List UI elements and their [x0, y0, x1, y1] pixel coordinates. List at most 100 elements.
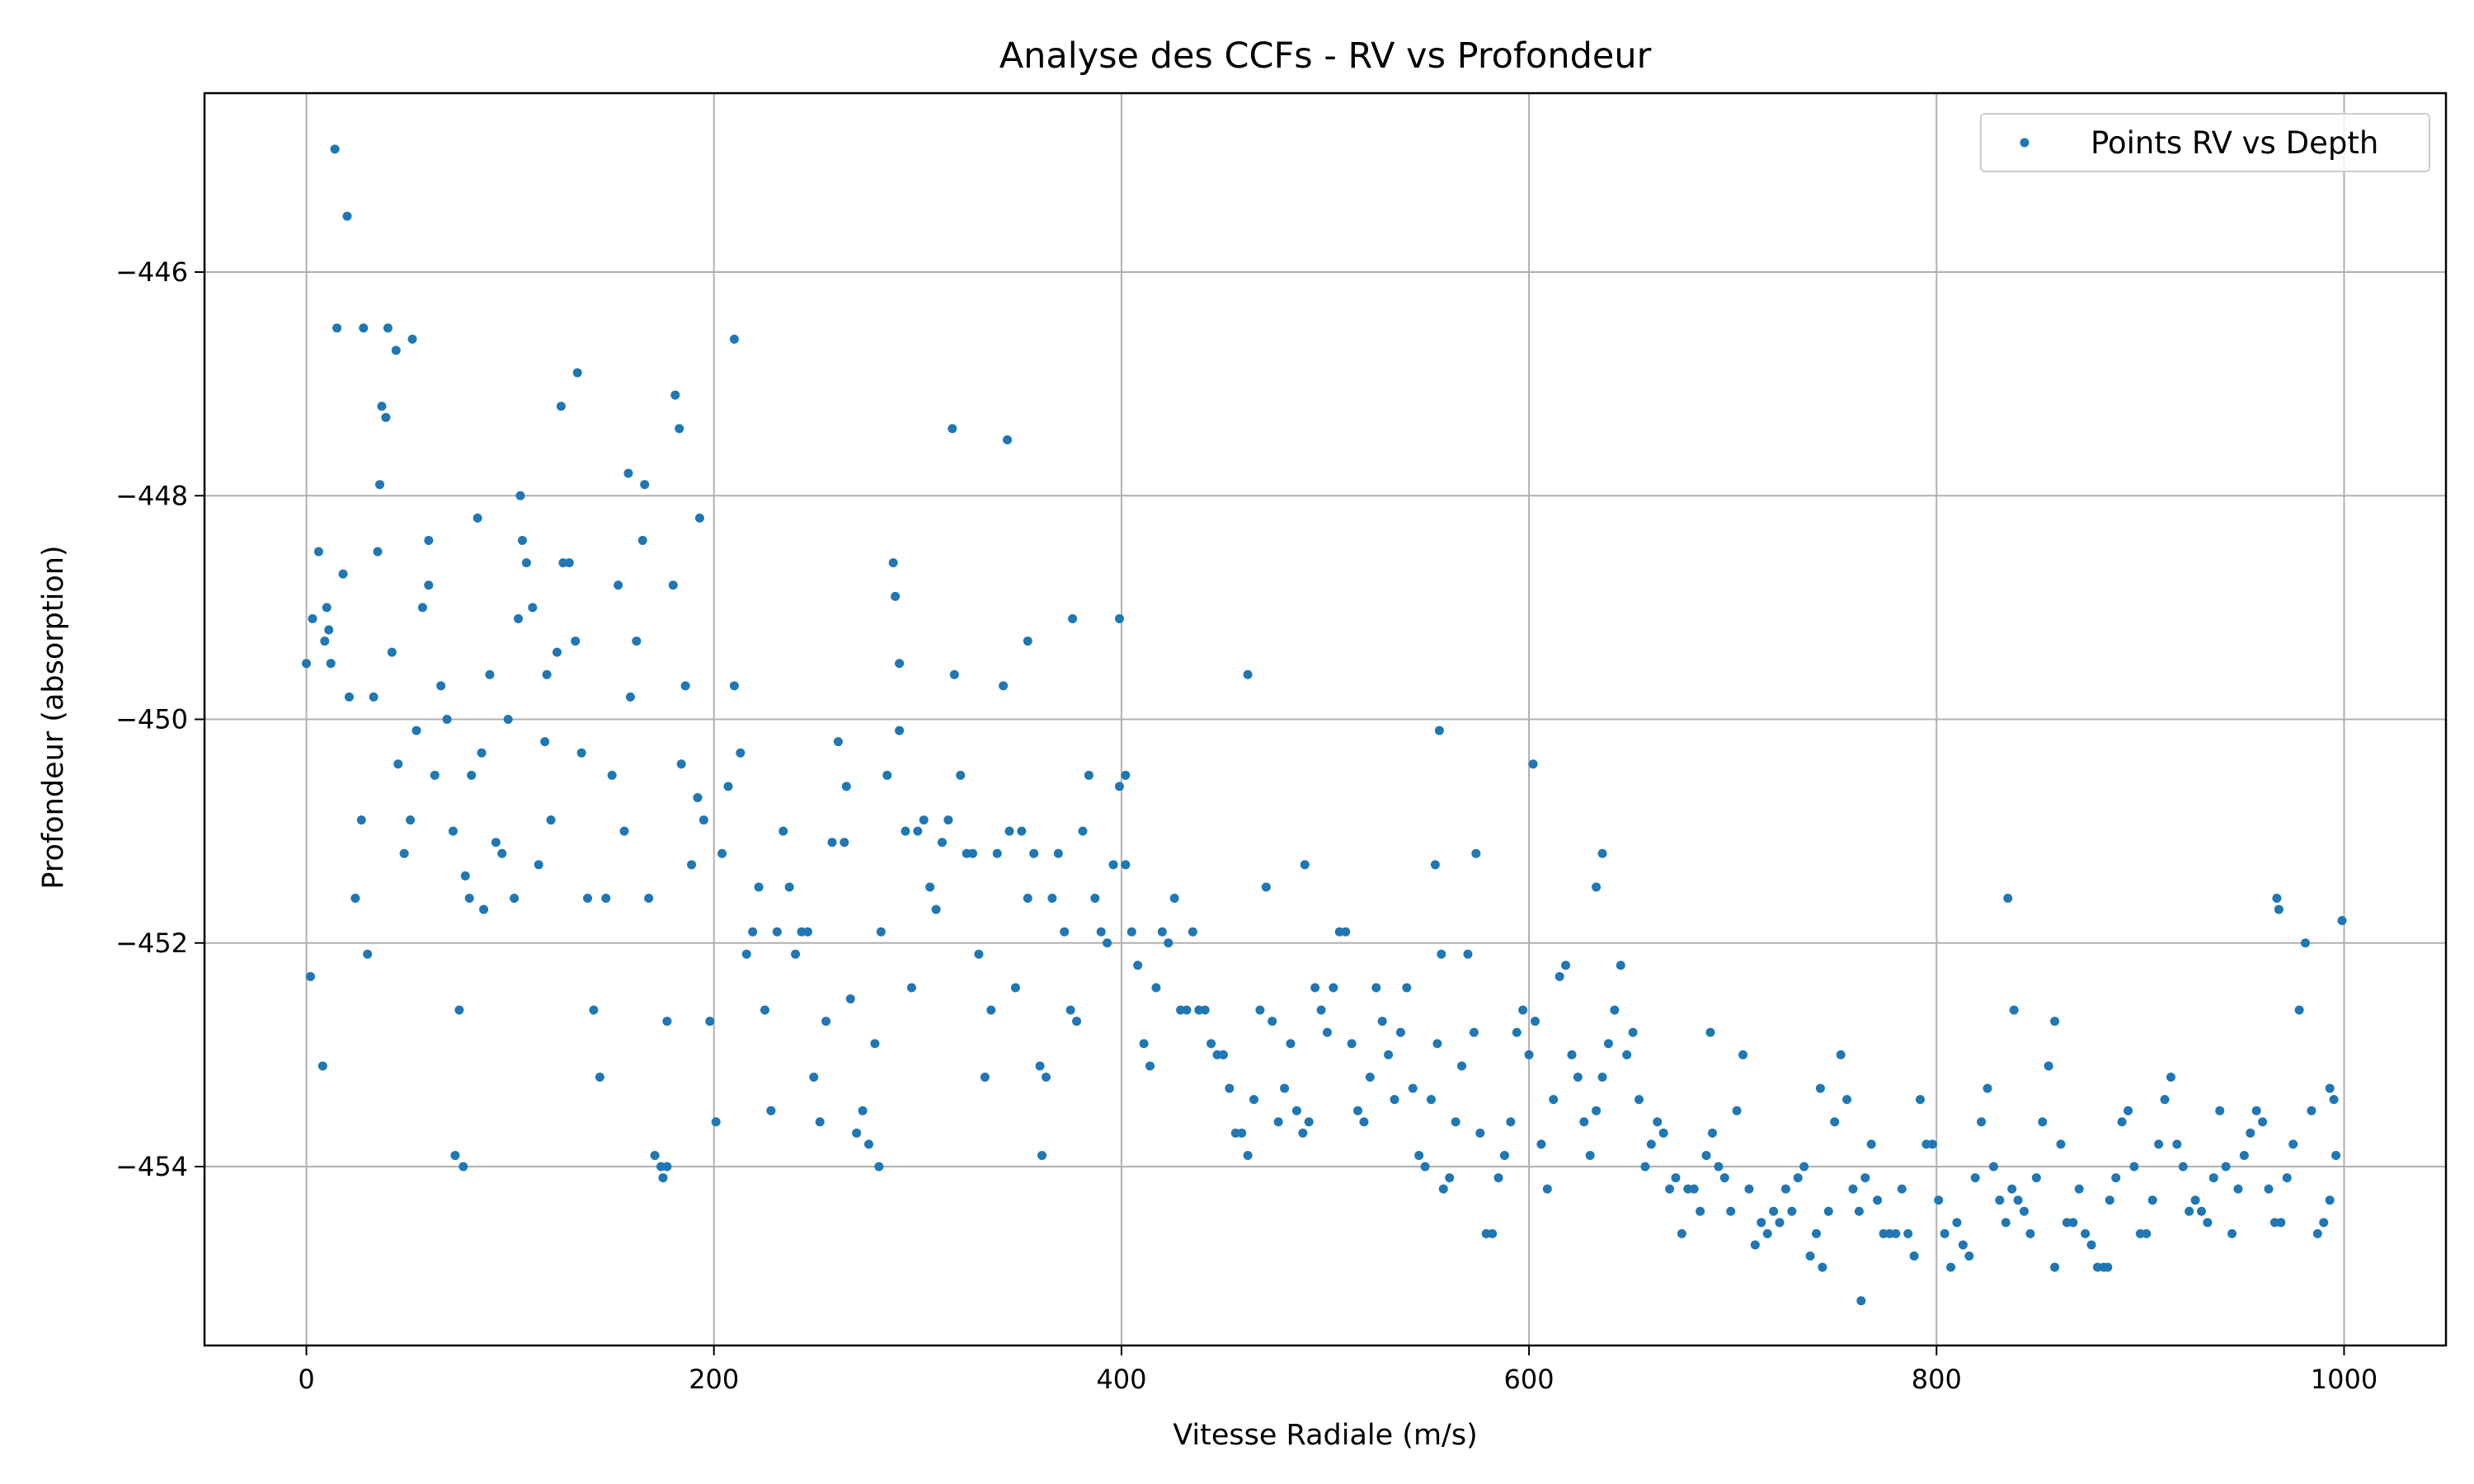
- data-point: [841, 782, 851, 791]
- data-point: [528, 603, 538, 613]
- data-point: [778, 826, 788, 836]
- data-point: [1658, 1128, 1668, 1138]
- data-point: [1469, 1027, 1479, 1037]
- legend-label: Points RV vs Depth: [2091, 125, 2378, 161]
- data-point: [1316, 1005, 1326, 1015]
- data-point: [2185, 1206, 2194, 1216]
- data-point: [1004, 826, 1014, 836]
- data-point: [491, 838, 501, 848]
- data-point: [1291, 1106, 1301, 1115]
- data-point: [1585, 1150, 1595, 1160]
- data-point: [1934, 1195, 1944, 1205]
- data-point: [1157, 927, 1167, 937]
- data-point: [670, 390, 680, 400]
- data-point: [326, 659, 336, 669]
- data-point: [2282, 1173, 2292, 1183]
- data-point: [1701, 1150, 1711, 1160]
- data-point: [2208, 1173, 2218, 1183]
- data-point: [448, 826, 458, 836]
- data-point: [2301, 938, 2311, 948]
- data-point: [680, 681, 690, 691]
- data-point: [1084, 770, 1094, 780]
- data-point: [2081, 1228, 2091, 1238]
- data-point: [583, 894, 593, 903]
- data-point: [1696, 1206, 1705, 1216]
- data-point: [1823, 1206, 1833, 1216]
- data-point: [313, 547, 323, 556]
- data-point: [2166, 1073, 2175, 1082]
- data-point: [1329, 983, 1338, 993]
- data-point: [2331, 1150, 2341, 1160]
- data-point: [2312, 1228, 2322, 1238]
- data-point: [1714, 1162, 1724, 1172]
- data-point: [1567, 1050, 1577, 1059]
- data-point: [564, 558, 574, 568]
- data-point: [827, 838, 837, 848]
- data-point: [1390, 1095, 1399, 1105]
- data-point: [640, 480, 650, 490]
- data-point: [1072, 1017, 1082, 1026]
- x-tick-label: 800: [1912, 1364, 1962, 1395]
- data-point: [1610, 1005, 1620, 1015]
- data-point: [698, 815, 708, 825]
- data-point: [1200, 1005, 1210, 1015]
- data-point: [1597, 848, 1607, 858]
- data-point: [436, 681, 446, 691]
- data-point: [1268, 1017, 1277, 1026]
- data-point: [1304, 1117, 1314, 1127]
- data-point: [1640, 1162, 1650, 1172]
- data-point: [948, 424, 957, 434]
- data-point: [2020, 1206, 2030, 1216]
- data-point: [2103, 1262, 2113, 1272]
- data-point: [1414, 1150, 1424, 1160]
- data-point: [845, 994, 855, 1004]
- data-point: [1528, 759, 1538, 769]
- data-point: [2105, 1195, 2114, 1205]
- data-point: [1035, 1061, 1045, 1071]
- data-point: [2203, 1218, 2213, 1228]
- data-point: [1762, 1228, 1772, 1238]
- data-point: [662, 1162, 672, 1172]
- data-point: [2086, 1240, 2096, 1250]
- data-point: [1769, 1206, 1779, 1216]
- data-point: [1164, 938, 1174, 948]
- data-point: [748, 927, 758, 937]
- data-point: [595, 1073, 604, 1082]
- data-point: [1010, 983, 1020, 993]
- y-tick-label: −448: [115, 480, 188, 511]
- data-point: [1805, 1252, 1815, 1261]
- data-point: [589, 1005, 599, 1015]
- data-point: [1592, 882, 1602, 892]
- data-point: [320, 636, 330, 646]
- data-point: [1603, 1039, 1613, 1049]
- data-point: [2246, 1128, 2255, 1138]
- data-point: [891, 591, 901, 601]
- data-point: [2307, 1106, 2316, 1115]
- data-point: [1542, 1184, 1552, 1194]
- data-point: [658, 1173, 668, 1183]
- data-point: [705, 1017, 715, 1026]
- data-point: [515, 491, 525, 500]
- data-point: [607, 770, 617, 780]
- data-point: [1830, 1117, 1840, 1127]
- data-point: [1243, 669, 1253, 679]
- data-point: [1592, 1106, 1602, 1115]
- data-point: [383, 323, 393, 333]
- data-point: [1286, 1039, 1296, 1049]
- data-point: [521, 558, 531, 568]
- data-point: [949, 669, 959, 679]
- data-point: [968, 848, 978, 858]
- data-point: [1402, 983, 1412, 993]
- data-point: [852, 1128, 862, 1138]
- data-point: [393, 759, 403, 769]
- data-point: [809, 1073, 819, 1082]
- data-point: [1053, 848, 1063, 858]
- data-point: [1561, 960, 1571, 970]
- data-point: [571, 636, 581, 646]
- data-point: [943, 815, 953, 825]
- data-point: [2288, 1139, 2298, 1149]
- data-point: [791, 949, 801, 959]
- data-point: [2160, 1095, 2170, 1105]
- data-point: [888, 558, 898, 568]
